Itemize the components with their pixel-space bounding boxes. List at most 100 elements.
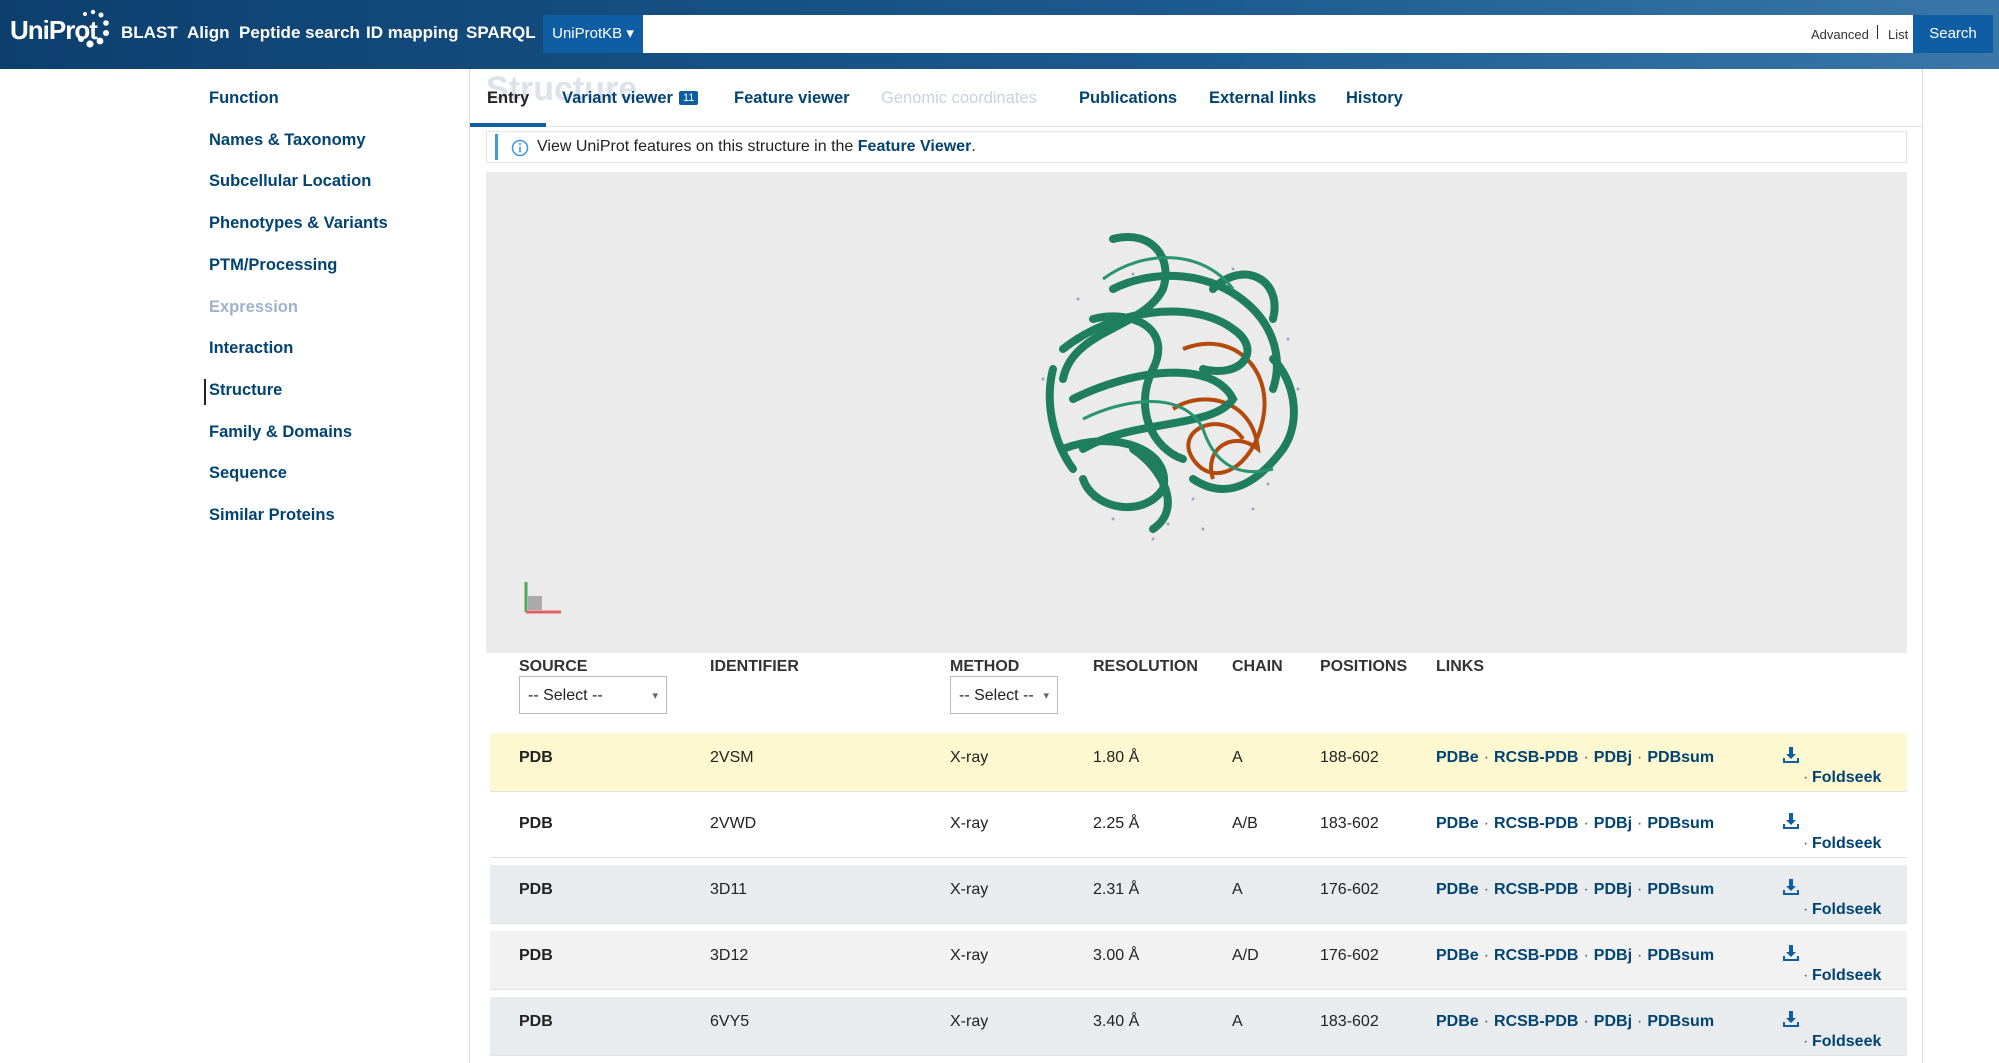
structure-viewer[interactable] — [486, 172, 1907, 653]
axes-gizmo — [524, 582, 561, 614]
filter-select[interactable]: -- Select -- ▾ — [950, 676, 1058, 714]
foldseek-link[interactable]: Foldseek — [1812, 835, 1882, 852]
column-header: SOURCE — [519, 658, 588, 675]
table-row — [490, 865, 1907, 924]
nav-link[interactable]: BLAST — [121, 23, 178, 42]
table-cell: 176-602 — [1320, 947, 1379, 964]
table-cell: A — [1232, 749, 1243, 766]
separator: · — [1583, 881, 1589, 898]
structure-link[interactable]: PDBe — [1436, 749, 1479, 766]
structure-link[interactable]: PDBj — [1593, 749, 1633, 766]
sidebar-link[interactable]: Family & Domains — [209, 422, 353, 441]
column-header: RESOLUTION — [1093, 658, 1198, 675]
filter-select[interactable]: -- Select -- ▾ — [519, 676, 667, 714]
info-box: View UniProt features on this structure … — [486, 131, 1907, 163]
structure-link[interactable]: PDBe — [1436, 881, 1479, 898]
table-cell: 2.25 Å — [1093, 815, 1140, 832]
sidebar-link[interactable]: Names & Taxonomy — [209, 130, 366, 149]
sidebar-link[interactable]: Subcellular Location — [209, 172, 372, 191]
table-cell: 3D12 — [710, 947, 749, 964]
tab[interactable]: Publications — [1079, 89, 1178, 107]
structure-link[interactable]: PDBj — [1593, 815, 1633, 832]
structure-link[interactable]: RCSB-PDB — [1494, 749, 1579, 766]
structure-link[interactable]: RCSB-PDB — [1494, 881, 1579, 898]
structure-link[interactable]: RCSB-PDB — [1494, 815, 1579, 832]
structure-link[interactable]: PDBj — [1593, 947, 1633, 964]
tab[interactable]: Entry — [487, 89, 530, 107]
tab[interactable]: History — [1346, 89, 1403, 107]
separator: · — [1483, 1013, 1490, 1030]
sidebar-link[interactable]: Expression — [209, 297, 298, 316]
sidebar-link[interactable]: PTM/Processing — [209, 255, 338, 274]
download-icon[interactable] — [1782, 944, 1800, 962]
structure-link[interactable]: PDBe — [1436, 815, 1479, 832]
foldseek-link[interactable]: Foldseek — [1812, 901, 1882, 918]
feature-viewer-link[interactable]: Feature Viewer — [857, 138, 972, 155]
structure-link[interactable]: PDBsum — [1647, 881, 1715, 898]
structure-link[interactable]: PDBsum — [1647, 749, 1715, 766]
structure-link[interactable]: PDBsum — [1647, 947, 1715, 964]
structure-link[interactable]: RCSB-PDB — [1494, 947, 1579, 964]
separator: · — [1583, 1013, 1589, 1030]
sidebar-link[interactable]: Function — [209, 89, 279, 107]
separator: · — [1583, 815, 1589, 832]
select-placeholder: -- Select -- — [528, 687, 603, 704]
tab[interactable]: External links — [1209, 89, 1317, 107]
table-row — [490, 733, 1907, 792]
search-input[interactable] — [643, 15, 1913, 53]
info-end: . — [971, 138, 976, 155]
table-cell: 3.00 Å — [1093, 947, 1140, 964]
structure-link[interactable]: PDBe — [1436, 1013, 1479, 1030]
structure-link[interactable]: PDBj — [1593, 1013, 1633, 1030]
nav-link[interactable]: ID mapping — [366, 23, 459, 42]
column-header: LINKS — [1436, 658, 1484, 675]
protein-model — [1041, 233, 1300, 541]
download-icon[interactable] — [1782, 812, 1800, 830]
table-cell: 183-602 — [1320, 1013, 1379, 1030]
table-cell: 183-602 — [1320, 815, 1379, 832]
table-cell: PDB — [519, 749, 553, 766]
structure-link[interactable]: PDBj — [1593, 881, 1633, 898]
info-bar — [495, 134, 498, 160]
database-select[interactable]: UniProtKB ▾ — [543, 15, 643, 53]
tab[interactable]: Feature viewer — [734, 89, 850, 107]
nav-link[interactable]: SPARQL — [466, 23, 536, 42]
tab[interactable]: Variant viewer — [562, 89, 673, 107]
separator: · — [1637, 1013, 1643, 1030]
structure-link[interactable]: PDBsum — [1647, 815, 1715, 832]
separator: · — [1583, 749, 1589, 766]
table-cell: X-ray — [950, 881, 989, 898]
section-heading: Structure — [486, 70, 638, 108]
table-cell: 2VWD — [710, 815, 757, 832]
nav-link[interactable]: Peptide search — [239, 23, 360, 42]
foldseek-link[interactable]: Foldseek — [1812, 769, 1882, 786]
advanced-link[interactable]: Advanced — [1811, 27, 1869, 42]
structure-link[interactable]: PDBe — [1436, 947, 1479, 964]
search-button[interactable]: Search — [1913, 15, 1993, 53]
list-link[interactable]: List — [1888, 27, 1909, 42]
foldseek-link[interactable]: Foldseek — [1812, 1033, 1882, 1050]
separator: · — [1637, 947, 1643, 964]
separator: · — [1803, 967, 1809, 984]
tab-border — [470, 126, 1922, 127]
download-icon[interactable] — [1782, 1010, 1800, 1028]
separator: · — [1637, 749, 1643, 766]
sidebar-link[interactable]: Similar Proteins — [209, 506, 335, 524]
table-cell: X-ray — [950, 1013, 989, 1030]
sidebar-link[interactable]: Interaction — [209, 339, 294, 358]
structure-link[interactable]: PDBsum — [1647, 1013, 1715, 1030]
separator: · — [1803, 901, 1809, 918]
tab: Genomic coordinates — [881, 89, 1037, 107]
divider — [1877, 25, 1878, 39]
structure-link[interactable]: RCSB-PDB — [1494, 1013, 1579, 1030]
sidebar-link[interactable]: Structure — [209, 380, 283, 399]
foldseek-link[interactable]: Foldseek — [1812, 967, 1882, 984]
download-icon[interactable] — [1782, 746, 1800, 764]
column-header: POSITIONS — [1320, 658, 1408, 675]
sidebar-link[interactable]: Phenotypes & Variants — [209, 214, 388, 233]
download-icon[interactable] — [1782, 878, 1800, 896]
separator: · — [1803, 1033, 1809, 1050]
sidebar-link[interactable]: Sequence — [209, 464, 287, 483]
nav-link[interactable]: Align — [187, 23, 230, 42]
